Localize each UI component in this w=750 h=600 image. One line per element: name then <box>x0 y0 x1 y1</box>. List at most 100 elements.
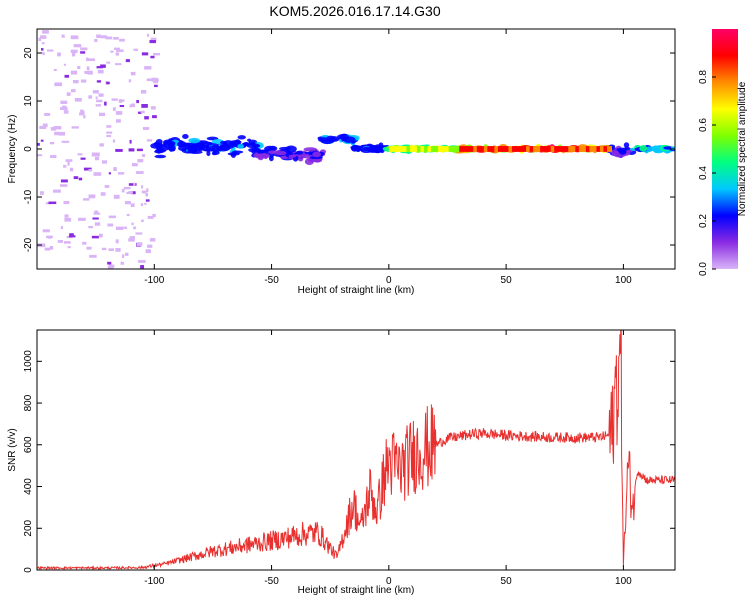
noise-speckle <box>115 148 123 152</box>
spectral-band-5 <box>490 146 496 152</box>
spectral-band-4 <box>455 146 461 152</box>
spectral-band-5 <box>459 146 465 152</box>
noise-speckle <box>47 49 54 52</box>
noise-speckle <box>123 226 128 229</box>
noise-speckle <box>141 104 148 108</box>
noise-speckle <box>88 95 93 99</box>
noise-speckle <box>49 141 55 145</box>
spectral-cluster-0 <box>220 140 227 145</box>
noise-speckle <box>100 35 107 39</box>
colorbar-scale <box>712 29 738 269</box>
noise-speckle <box>65 159 73 162</box>
spectral-band-5 <box>476 146 482 152</box>
spectral-band-5 <box>578 146 584 152</box>
spectral-cluster-0 <box>206 150 211 157</box>
spectral-band-5 <box>536 146 542 152</box>
noise-speckle <box>64 214 69 218</box>
spectral-cluster-0 <box>237 135 246 140</box>
noise-speckle <box>92 217 99 220</box>
noise-speckle <box>70 49 78 53</box>
spectral-cluster-0 <box>207 142 213 146</box>
spectrogram-xtick-label: 50 <box>501 275 513 286</box>
noise-speckle <box>116 119 121 123</box>
snr-ytick-label: 600 <box>23 436 34 453</box>
noise-speckle <box>126 213 130 217</box>
spectral-band-5 <box>550 146 556 152</box>
snr-ytick-label: 800 <box>23 394 34 411</box>
noise-speckle <box>141 185 144 189</box>
noise-speckle <box>135 171 144 174</box>
spectral-band-5 <box>592 146 598 152</box>
colorbar-tick-label: 0.6 <box>698 118 709 132</box>
noise-speckle <box>104 185 110 188</box>
noise-speckle <box>107 265 114 269</box>
noise-speckle <box>63 241 71 244</box>
noise-speckle <box>60 100 68 104</box>
spectral-band-4 <box>431 146 437 152</box>
noise-speckle <box>88 225 93 229</box>
colorbar-tick-label: 0.0 <box>698 262 709 276</box>
noise-speckle <box>69 233 74 237</box>
spectral-band-4 <box>445 146 451 152</box>
noise-speckle <box>44 247 51 251</box>
noise-speckle <box>39 125 47 129</box>
noise-speckle <box>146 33 150 37</box>
noise-speckle <box>152 115 157 119</box>
noise-speckle <box>40 191 44 195</box>
noise-speckle <box>141 219 144 222</box>
noise-speckle <box>113 36 119 40</box>
noise-speckle <box>114 63 122 66</box>
noise-speckle <box>154 84 158 88</box>
spectrogram-xlabel: Height of straight line (km) <box>298 285 415 296</box>
noise-speckle <box>50 127 57 131</box>
noise-speckle <box>83 167 92 171</box>
noise-speckle <box>146 139 153 142</box>
spectrogram-frame <box>36 28 676 270</box>
spectral-band-4 <box>448 146 454 152</box>
noise-speckle <box>106 134 112 138</box>
noise-speckle <box>67 245 71 249</box>
noise-speckle <box>58 131 66 136</box>
noise-speckle <box>115 111 123 115</box>
noise-speckle <box>121 189 125 193</box>
noise-speckle <box>40 139 44 142</box>
noise-speckle <box>73 176 79 180</box>
noise-speckle <box>118 99 122 103</box>
noise-speckle <box>110 50 114 53</box>
noise-speckle <box>71 126 79 129</box>
noise-speckle <box>96 66 103 69</box>
noise-speckle <box>96 80 102 83</box>
noise-speckle <box>128 190 133 194</box>
spectral-band-5 <box>519 146 525 152</box>
noise-speckle <box>77 153 83 156</box>
noise-speckle <box>63 63 66 66</box>
spectral-band-5 <box>603 146 609 152</box>
noise-speckle <box>60 226 64 230</box>
noise-speckle <box>72 52 76 57</box>
snr-ytick-label: 200 <box>23 519 34 536</box>
noise-speckle <box>57 52 61 57</box>
noise-speckle <box>92 90 99 94</box>
noise-speckle <box>101 160 108 164</box>
spectral-cluster-1 <box>274 150 287 156</box>
noise-speckle <box>120 99 125 102</box>
noise-speckle <box>123 186 131 190</box>
snr-xtick-label: -50 <box>264 576 279 587</box>
noise-speckle <box>68 235 76 238</box>
spectral-band-4 <box>402 146 408 152</box>
noise-speckle <box>87 70 93 75</box>
spectrogram-xtick-label: -50 <box>264 275 279 286</box>
noise-speckle <box>70 89 76 93</box>
noise-speckle <box>138 111 142 114</box>
colorbar-tick-label: 0.4 <box>698 166 709 180</box>
spectral-band-5 <box>466 146 472 152</box>
noise-speckle <box>94 210 99 215</box>
spectral-cluster-0 <box>199 140 204 147</box>
noise-speckle <box>104 101 107 106</box>
noise-speckle <box>113 47 120 50</box>
spectral-band-4 <box>424 146 430 152</box>
spectral-band-5 <box>515 146 521 152</box>
spectral-band-5 <box>494 146 500 152</box>
noise-speckle <box>120 261 124 265</box>
